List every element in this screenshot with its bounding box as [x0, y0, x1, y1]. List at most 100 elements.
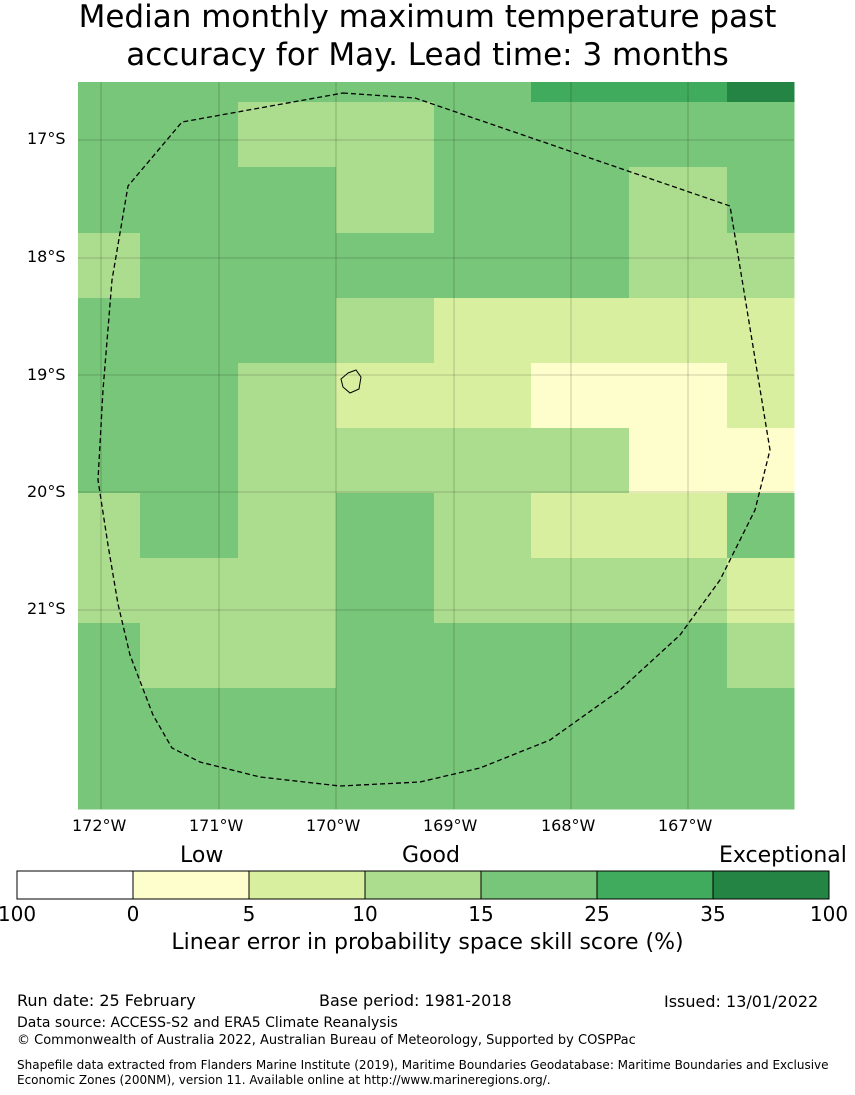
map-cell [434, 233, 532, 299]
colorbar-tick: 5 [242, 902, 256, 926]
lon-label: 172°W [72, 816, 127, 835]
map-cell [727, 298, 795, 364]
map-cell [140, 428, 239, 494]
map-cell [629, 298, 728, 364]
map-cell [78, 82, 141, 103]
eez-boundary [97, 92, 771, 787]
map-cell [434, 558, 532, 624]
map-cell [336, 493, 435, 559]
map-cell [78, 688, 141, 810]
colorbar-tick: 100 [809, 902, 849, 926]
map-cell [336, 558, 435, 624]
lat-label: 18°S [27, 247, 66, 266]
map-cell [727, 688, 795, 810]
map-cell [531, 82, 630, 103]
run-date: Run date: 25 February [17, 991, 196, 1010]
map-cell [629, 233, 728, 299]
lat-label: 21°S [27, 599, 66, 618]
map-cell [140, 623, 239, 689]
colorbar-bar [16, 870, 830, 900]
map-cell [531, 167, 630, 234]
map-cell [727, 363, 795, 429]
copyright: © Commonwealth of Australia 2022, Austra… [17, 1033, 636, 1048]
map-cell [336, 623, 435, 689]
colorbar-bin [16, 870, 134, 900]
colorbar-tick: 25 [584, 902, 610, 926]
map-cell [727, 558, 795, 624]
map-cell [140, 82, 239, 103]
map-cell [238, 298, 337, 364]
colorbar-category-low: Low [180, 843, 224, 868]
colorbar-category-exceptional: Exceptional [719, 843, 847, 868]
lat-label: 20°S [27, 482, 66, 501]
colorbar-bin [132, 870, 250, 900]
map-cell [727, 82, 795, 103]
map-cell [531, 623, 630, 689]
colorbar-label: Linear error in probability space skill … [171, 930, 684, 955]
map-cell [434, 167, 532, 234]
map-cell [238, 688, 337, 810]
map-cell [531, 363, 630, 429]
map-cell [434, 298, 532, 364]
map-cell [238, 102, 337, 168]
map-cell [629, 493, 728, 559]
map-cell [727, 428, 795, 494]
map-cell [434, 82, 532, 103]
map-cell [140, 493, 239, 559]
map-cell [629, 623, 728, 689]
map-cell [434, 428, 532, 494]
map-cell [78, 558, 141, 624]
colorbar-tick: 0 [126, 902, 140, 926]
map-cell [78, 167, 141, 234]
lat-label: 19°S [27, 365, 66, 384]
chart-title-line2: accuracy for May. Lead time: 3 months [126, 37, 729, 73]
map-cell [78, 233, 141, 299]
map-cell [629, 363, 728, 429]
lon-label: 170°W [306, 816, 361, 835]
map-cell [336, 363, 435, 429]
map-cell [140, 102, 239, 168]
map-cell [727, 493, 795, 559]
island-niue-outline [340, 369, 362, 394]
map-cell [78, 428, 141, 494]
shapefile-credit: Shapefile data extracted from Flanders M… [17, 1058, 829, 1087]
map-cell [238, 558, 337, 624]
colorbar-bin [596, 870, 714, 900]
map-cell [727, 233, 795, 299]
map-cell [336, 82, 435, 103]
data-source: Data source: ACCESS-S2 and ERA5 Climate … [17, 1015, 398, 1031]
map-cell [434, 623, 532, 689]
map-cell [78, 493, 141, 559]
map-cell [336, 428, 435, 494]
map-cell [531, 428, 630, 494]
colorbar-tick: 100 [0, 902, 37, 926]
map-cell [531, 688, 630, 810]
lon-label: 171°W [189, 816, 244, 835]
map-gridlines [78, 82, 794, 809]
map-cell [140, 363, 239, 429]
map-cell [336, 688, 435, 810]
map-cell [336, 298, 435, 364]
map-cell [727, 102, 795, 168]
map-cell [336, 233, 435, 299]
map-cell [629, 688, 728, 810]
chart-title-line1: Median monthly maximum temperature past [78, 0, 777, 35]
map-cell [238, 82, 337, 103]
map-cell [629, 428, 728, 494]
map-cell [629, 167, 728, 234]
map-cell [78, 102, 141, 168]
map-cell [140, 688, 239, 810]
map-cell [238, 363, 337, 429]
colorbar-tick: 10 [352, 902, 378, 926]
colorbar-bin [480, 870, 598, 900]
map-cell [336, 102, 435, 168]
map-cell [531, 298, 630, 364]
map-cell [140, 167, 239, 234]
map-cell [78, 363, 141, 429]
map-cell [531, 558, 630, 624]
lon-label: 169°W [423, 816, 478, 835]
map-cell [238, 493, 337, 559]
map-cell [238, 167, 337, 234]
map-cell [531, 233, 630, 299]
